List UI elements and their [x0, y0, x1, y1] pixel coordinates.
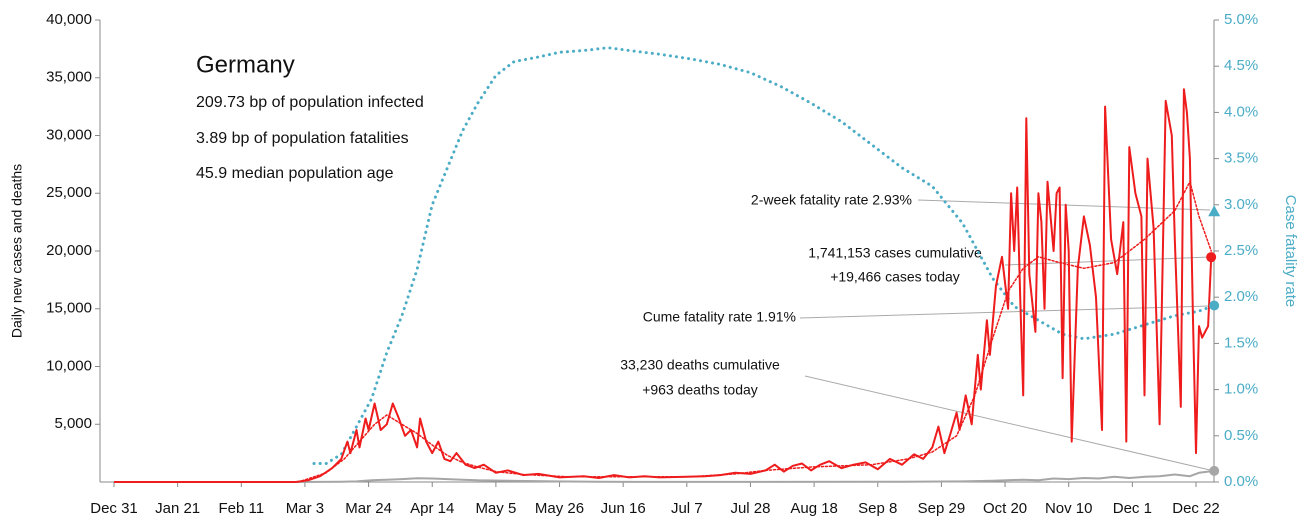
x-tick-label: Jun 16: [601, 500, 646, 517]
x-tick-label: Dec 22: [1172, 500, 1220, 517]
x-tick-label: May 26: [535, 500, 584, 517]
y2-tick-label: 5.0%: [1224, 11, 1258, 28]
fatality-2wk-marker: [1208, 205, 1221, 217]
x-tick-label: Jul 7: [671, 500, 703, 517]
y2-tick-label: 2.0%: [1224, 288, 1258, 305]
y2-tick-label: 1.5%: [1224, 334, 1258, 351]
subtitle: 3.89 bp of population fatalities: [196, 130, 409, 147]
x-tick-label: Aug 18: [790, 500, 838, 517]
x-tick-label: Dec 31: [90, 500, 138, 517]
x-tick-label: May 5: [475, 500, 516, 517]
y2-tick-label: 2.5%: [1224, 242, 1258, 259]
y-tick-label: 5,000: [54, 415, 92, 432]
y2-tick-label: 1.0%: [1224, 381, 1258, 398]
y-tick-label: 35,000: [46, 69, 92, 86]
x-tick-label: Sep 8: [858, 500, 897, 517]
leader-line: [799, 305, 1211, 319]
deaths-marker: [1209, 465, 1220, 476]
annotation: Cume fatality rate 1.91%: [643, 309, 796, 325]
cases-marker: [1206, 252, 1217, 263]
y-tick-label: 10,000: [46, 357, 92, 374]
annotation: +963 deaths today: [642, 382, 758, 398]
subtitle: 209.73 bp of population infected: [196, 94, 424, 111]
x-tick-label: Sep 29: [918, 500, 966, 517]
leader-lines: [799, 199, 1211, 471]
annotation: +19,466 cases today: [830, 269, 960, 285]
annotation: 1,741,153 cases cumulative: [808, 245, 982, 261]
y2-axis-label: Case fatality rate: [1282, 195, 1299, 308]
chart-title: Germany: [196, 51, 295, 78]
y2-tick-label: 4.0%: [1224, 103, 1258, 120]
cfr-marker: [1209, 300, 1220, 311]
x-tick-label: Mar 24: [345, 500, 392, 517]
series-line: [114, 469, 1215, 483]
y2-tick-label: 4.5%: [1224, 57, 1258, 74]
y-axis-label: Daily new cases and deaths: [9, 164, 25, 338]
leader-line: [917, 199, 1211, 211]
x-tick-label: Feb 11: [218, 500, 264, 517]
subtitle: 45.9 median population age: [196, 165, 394, 182]
y2-tick-label: 3.5%: [1224, 150, 1258, 167]
series-line: [312, 46, 1216, 465]
y2-tick-label: 0.5%: [1224, 427, 1258, 444]
y-tick-label: 40,000: [46, 11, 92, 28]
series-line: [114, 88, 1213, 483]
x-tick-label: Dec 1: [1113, 500, 1152, 517]
leader-line: [804, 375, 1211, 471]
x-tick-label: Nov 10: [1045, 500, 1093, 517]
x-tick-label: Oct 20: [983, 500, 1027, 517]
x-tick-label: Apr 14: [410, 500, 454, 517]
x-tick-label: Jan 21: [155, 500, 200, 517]
y-tick-label: 15,000: [46, 300, 92, 317]
x-tick-label: Mar 3: [286, 500, 324, 517]
y2-tick-label: 0.0%: [1224, 473, 1258, 490]
annotation: 33,230 deaths cumulative: [620, 357, 780, 373]
y-tick-label: 30,000: [46, 126, 92, 143]
x-tick-label: Jul 28: [730, 500, 770, 517]
y2-tick-label: 3.0%: [1224, 196, 1258, 213]
annotation: 2-week fatality rate 2.93%: [751, 192, 912, 208]
y-tick-label: 25,000: [46, 184, 92, 201]
y-tick-label: 20,000: [46, 242, 92, 259]
